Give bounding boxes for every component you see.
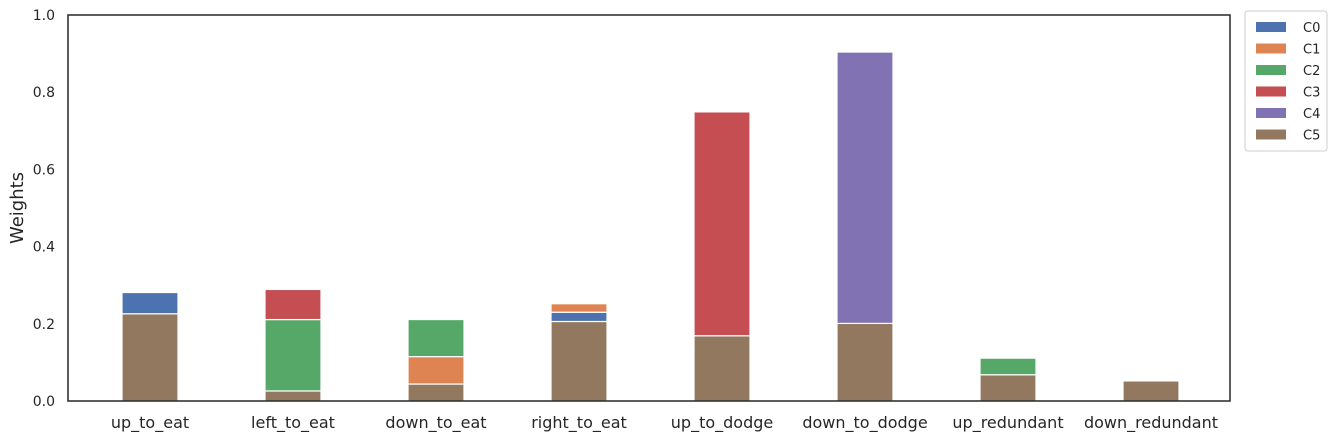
- legend-swatch-C4: [1256, 108, 1286, 118]
- y-tick-label: 0.4: [33, 240, 55, 256]
- bar-up_redundant-C5: [979, 374, 1037, 402]
- x-tick-label: right_to_eat: [531, 413, 627, 433]
- bar-left_to_eat-C3: [264, 288, 322, 321]
- x-tick-label: down_to_dodge: [802, 413, 927, 433]
- legend-swatch-C1: [1256, 43, 1286, 54]
- bar-up_to_dodge-C5: [693, 335, 751, 402]
- legend-label-C1: C1: [1303, 43, 1320, 58]
- bar-up_to_eat-C0: [121, 291, 179, 315]
- y-tick-label: 0.8: [33, 85, 55, 101]
- legend-swatch-C2: [1256, 65, 1286, 75]
- x-tick-label: down_to_eat: [385, 413, 486, 433]
- legend-swatch-C5: [1256, 129, 1286, 140]
- legend-swatch-C3: [1256, 86, 1286, 97]
- y-axis-label: Weights: [7, 172, 28, 244]
- legend-label-C2: C2: [1303, 64, 1320, 79]
- bars-layer: [121, 51, 1180, 402]
- bar-down_to_eat-C5: [407, 383, 465, 402]
- y-tick-label: 0.6: [33, 162, 55, 178]
- bar-right_to_eat-C1: [550, 303, 608, 313]
- plot-area-frame: [67, 14, 1231, 402]
- x-tick-label: down_redundant: [1084, 413, 1218, 433]
- legend-swatch-C0: [1256, 22, 1286, 32]
- y-axis-ticks: 0.0 0.2 0.4 0.6 0.8 1.0: [33, 8, 55, 410]
- x-tick-label: up_redundant: [952, 413, 1063, 433]
- y-tick-label: 0.0: [33, 394, 55, 410]
- y-tick-label: 0.2: [33, 317, 55, 333]
- legend-label-C5: C5: [1303, 129, 1320, 144]
- bar-down_to_eat-C1: [407, 356, 465, 385]
- bar-up_to_eat-C5: [121, 313, 179, 402]
- legend-label-C0: C0: [1303, 21, 1320, 36]
- bar-up_to_dodge-C3: [693, 111, 751, 337]
- x-tick-label: up_to_eat: [111, 413, 189, 433]
- bar-up_redundant-C2: [979, 357, 1037, 376]
- bar-right_to_eat-C0: [550, 311, 608, 323]
- x-axis-ticks: up_to_eat left_to_eat down_to_eat right_to_…: [111, 413, 1218, 433]
- bar-down_redundant-C5: [1122, 380, 1180, 402]
- x-tick-label: left_to_eat: [251, 413, 335, 433]
- x-tick-label: up_to_dodge: [671, 413, 773, 433]
- bar-left_to_eat-C2: [264, 318, 322, 392]
- legend-label-C3: C3: [1303, 86, 1320, 101]
- y-tick-label: 1.0: [33, 8, 55, 24]
- legend: C0 C1 C2 C3 C4 C5: [1244, 10, 1328, 152]
- legend-label-C4: C4: [1303, 107, 1320, 122]
- bar-left_to_eat-C5: [264, 390, 322, 402]
- bar-down_to_dodge-C4: [836, 51, 894, 325]
- bar-down_to_eat-C2: [407, 318, 465, 358]
- bar-right_to_eat-C5: [550, 320, 608, 402]
- bar-down_to_dodge-C5: [836, 322, 894, 402]
